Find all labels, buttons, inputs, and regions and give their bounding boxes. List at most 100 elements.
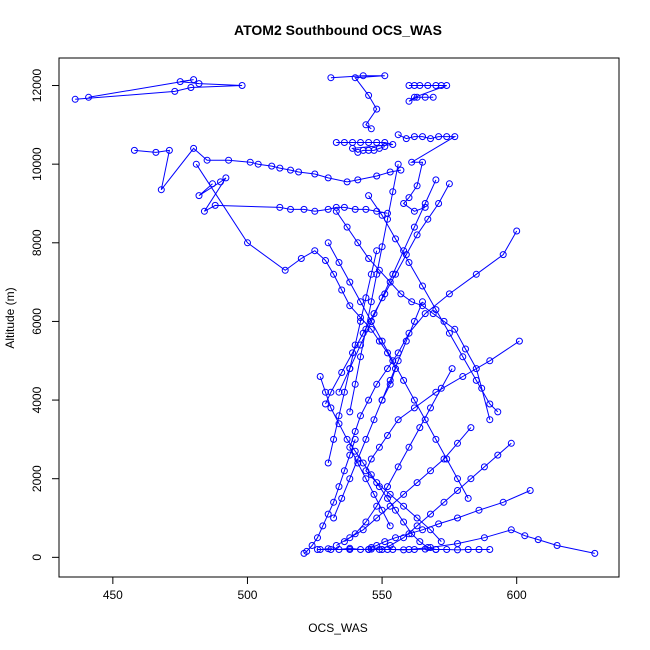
data-point [459, 373, 467, 380]
data-point [499, 498, 507, 506]
data-point [71, 95, 79, 103]
data-point [486, 357, 494, 365]
data-point [480, 463, 488, 471]
data-point [443, 82, 451, 89]
data-point [324, 459, 332, 467]
data-point [451, 133, 459, 141]
data-point [405, 443, 413, 451]
data-point [324, 510, 332, 518]
data-point [244, 239, 251, 247]
data-point [373, 172, 381, 180]
data-point [322, 257, 329, 264]
data-point [413, 182, 421, 190]
x-tick-label: 600 [507, 588, 527, 602]
data-point [435, 200, 443, 207]
data-point [384, 432, 391, 439]
data-point [340, 538, 348, 546]
data-point [340, 467, 348, 475]
data-point [357, 353, 364, 361]
data-point [367, 545, 375, 553]
data-point [373, 380, 381, 388]
data-point [432, 176, 440, 184]
data-point [373, 139, 381, 146]
data-point [311, 207, 319, 215]
data-point [346, 278, 354, 286]
data-point [384, 483, 391, 491]
data-point [346, 534, 354, 542]
series-line-4 [134, 147, 401, 191]
data-point [346, 451, 354, 459]
data-point [311, 170, 319, 178]
data-point [381, 538, 389, 546]
data-point [335, 388, 343, 396]
series-line-1 [75, 79, 243, 100]
data-point [351, 428, 359, 435]
data-point [381, 139, 389, 146]
data-point [324, 239, 332, 247]
data-point [357, 412, 364, 420]
data-point [421, 200, 429, 207]
series-line-14 [379, 442, 512, 550]
data-point [324, 174, 332, 182]
data-point [322, 400, 329, 408]
data-point [268, 162, 276, 170]
data-point [394, 416, 402, 424]
data-point [445, 180, 453, 188]
data-point [445, 329, 453, 337]
data-point [324, 205, 332, 213]
data-point [346, 475, 354, 483]
x-tick-label: 450 [103, 588, 123, 602]
data-point [413, 231, 421, 239]
data-point [238, 82, 246, 89]
data-point [486, 546, 494, 553]
data-point [410, 396, 418, 404]
data-point [405, 329, 413, 337]
data-point [375, 443, 383, 451]
data-point [432, 546, 440, 553]
data-point [507, 439, 515, 447]
data-point [386, 522, 394, 530]
data-point [464, 546, 472, 553]
data-point [373, 270, 381, 278]
data-point [389, 141, 397, 148]
data-point [365, 139, 373, 146]
data-point [432, 82, 440, 89]
data-point [367, 298, 375, 306]
data-point [362, 518, 370, 526]
data-point [281, 266, 289, 274]
data-point [367, 270, 375, 278]
data-point [332, 203, 340, 211]
series-line-22 [336, 427, 472, 546]
y-tick-label: 12000 [30, 69, 44, 103]
data-point [190, 144, 198, 152]
data-point [472, 365, 480, 373]
series-line-9 [335, 211, 491, 420]
data-point [553, 542, 561, 549]
data-point [335, 412, 343, 420]
x-axis-label: OCS_WAS [308, 621, 368, 635]
y-tick-label: 2000 [30, 465, 44, 492]
data-point [217, 178, 224, 186]
data-point [365, 255, 373, 262]
data-point [351, 530, 359, 538]
data-point [405, 530, 413, 538]
data-point [384, 349, 391, 357]
data-point [373, 247, 381, 255]
data-point [346, 408, 354, 416]
series-line-10 [349, 230, 518, 527]
data-point [373, 514, 381, 522]
data-point [351, 435, 359, 443]
data-point [419, 298, 426, 306]
data-point [190, 76, 198, 84]
data-point [454, 514, 461, 522]
data-point [130, 146, 138, 154]
data-point [327, 74, 335, 82]
data-point [400, 376, 408, 384]
data-point [365, 396, 373, 404]
data-point [437, 82, 445, 89]
data-point [195, 80, 203, 88]
data-point [362, 325, 370, 333]
data-point [451, 325, 459, 333]
data-point [459, 353, 467, 361]
data-point [362, 435, 370, 443]
